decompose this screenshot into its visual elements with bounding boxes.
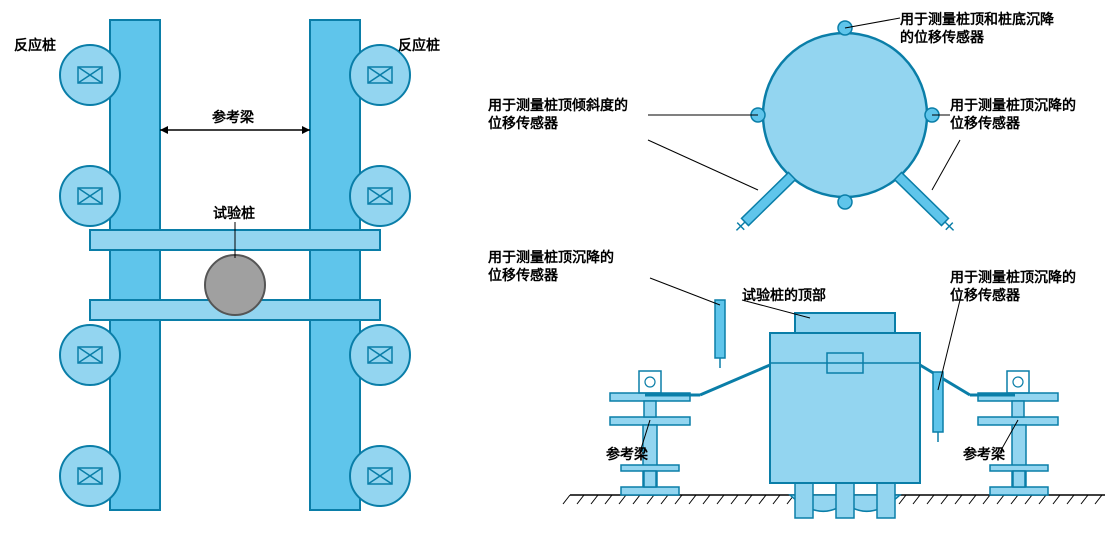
label-reaction-pile-left: 反应桩 (14, 36, 56, 54)
label-ref-beam-right: 参考梁 (963, 445, 1005, 463)
plan-view-diagram (0, 0, 470, 531)
label-tilt-sensor: 用于测量桩顶倾斜度的 位移传感器 (488, 96, 628, 132)
label-test-pile-top: 试验桩的顶部 (742, 286, 826, 304)
label-reference-beam: 参考梁 (212, 108, 254, 126)
label-settlement-sensor-right: 用于测量桩顶沉降的 位移传感器 (950, 96, 1076, 132)
label-settlement-sensor-left: 用于测量桩顶沉降的 位移传感器 (488, 248, 614, 284)
label-top-bottom-sensor: 用于测量桩顶和桩底沉降 的位移传感器 (900, 10, 1054, 46)
label-test-pile: 试验桩 (213, 204, 255, 222)
label-settlement-sensor-right2: 用于测量桩顶沉降的 位移传感器 (950, 268, 1076, 304)
label-ref-beam-left: 参考梁 (606, 445, 648, 463)
label-reaction-pile-right: 反应桩 (398, 36, 440, 54)
